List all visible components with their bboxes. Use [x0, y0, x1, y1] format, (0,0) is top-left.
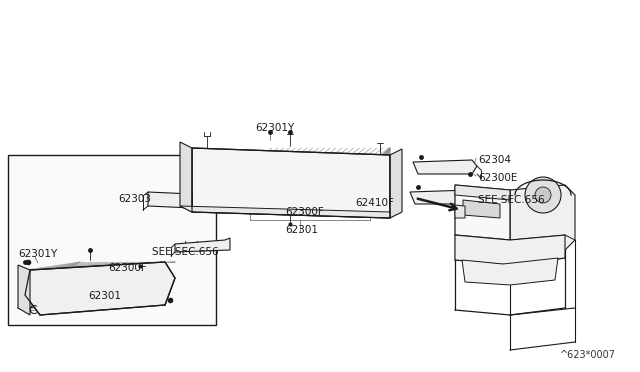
Text: 62301: 62301 — [88, 291, 121, 301]
Text: 62301Y: 62301Y — [18, 249, 57, 259]
Polygon shape — [390, 149, 402, 218]
Polygon shape — [18, 265, 30, 315]
Polygon shape — [25, 262, 175, 315]
Text: ^623*0007: ^623*0007 — [560, 350, 616, 360]
Text: 62304: 62304 — [478, 155, 511, 165]
Text: 62300F: 62300F — [285, 207, 324, 217]
Polygon shape — [510, 185, 575, 250]
Text: 62410F: 62410F — [355, 198, 394, 208]
Polygon shape — [192, 148, 390, 218]
Polygon shape — [180, 142, 192, 212]
Polygon shape — [455, 185, 510, 200]
Text: SEE SEC.656: SEE SEC.656 — [152, 247, 219, 257]
Polygon shape — [180, 206, 390, 218]
Text: 62301: 62301 — [285, 225, 318, 235]
Polygon shape — [175, 238, 230, 252]
Polygon shape — [455, 205, 465, 218]
Circle shape — [525, 177, 561, 213]
Text: 62300E: 62300E — [478, 173, 517, 183]
Polygon shape — [463, 200, 500, 218]
Polygon shape — [455, 235, 565, 265]
Text: SEE SEC.656: SEE SEC.656 — [478, 195, 545, 205]
Polygon shape — [455, 185, 510, 240]
Polygon shape — [148, 192, 192, 208]
Polygon shape — [410, 190, 475, 204]
Circle shape — [535, 187, 551, 203]
Bar — [8, 155, 216, 325]
Text: 62303: 62303 — [118, 194, 151, 204]
Text: 62300F: 62300F — [108, 263, 147, 273]
Text: C: C — [28, 304, 36, 317]
Polygon shape — [413, 160, 477, 174]
Text: 62301Y: 62301Y — [255, 123, 294, 133]
Polygon shape — [462, 258, 558, 285]
